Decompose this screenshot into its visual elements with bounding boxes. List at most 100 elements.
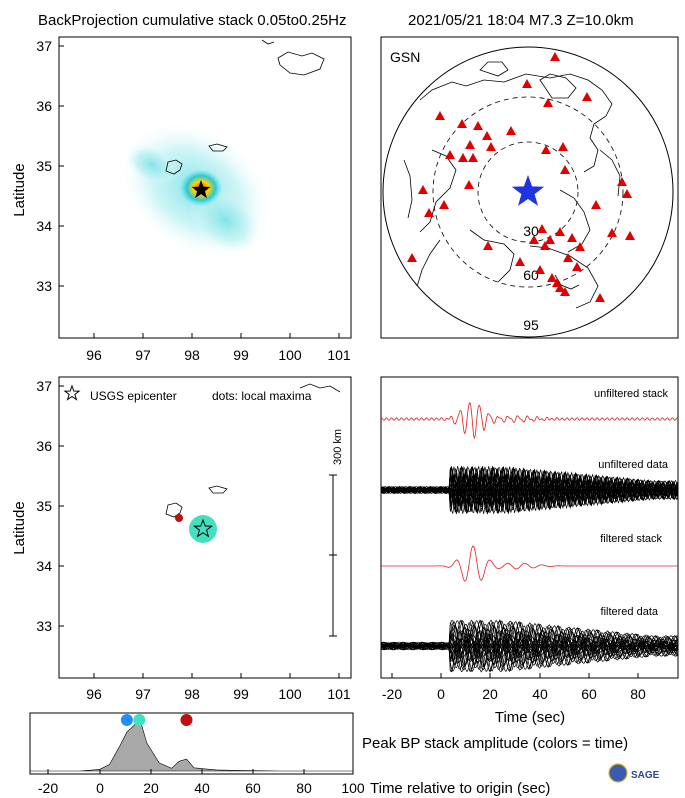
station-triangle-icon [547, 273, 557, 282]
local-maxima-map: USGS epicenter dots: local maxima 300 km… [11, 376, 352, 702]
trace-line [381, 633, 678, 659]
station-triangle-icon [582, 92, 592, 101]
station-triangle-icon [506, 126, 516, 135]
distance-rings [432, 96, 624, 288]
station-triangle-icon [483, 241, 493, 250]
station-triangle-icon [575, 242, 585, 251]
trace-line [381, 621, 678, 671]
lat-tick: 33 [36, 618, 52, 634]
time-dots [120, 714, 193, 726]
amp-tick: 100 [341, 780, 365, 796]
station-triangle-icon [457, 119, 467, 128]
trace-label-unfiltered-stack: unfiltered stack [594, 388, 668, 400]
amp-tick: 0 [96, 780, 104, 796]
lon-tick: 97 [135, 686, 151, 702]
trace-line [381, 467, 678, 513]
waveform-panel: unfiltered stack unfiltered data filtere… [380, 376, 679, 726]
lat-ticks-top: 37 36 35 34 33 [36, 38, 64, 294]
station-triangle-icon [617, 177, 627, 186]
station-triangle-icon [572, 262, 582, 271]
station-triangle-icon [515, 257, 525, 266]
cumulative-stack-map: 37 36 35 34 33 96 97 98 99 100 101 Latit… [11, 36, 352, 363]
station-triangle-icon [555, 227, 565, 236]
x-axis-label: Time (sec) [495, 709, 565, 726]
station-triangle-icon [622, 189, 632, 198]
station-triangle-icon [567, 233, 577, 242]
station-triangle-icon [535, 265, 545, 274]
time-tick: 60 [581, 686, 597, 702]
lon-tick: 98 [184, 686, 200, 702]
trace-label-filtered-stack: filtered stack [600, 533, 662, 545]
station-triangle-icon [407, 253, 417, 262]
station-triangle-icon [439, 200, 449, 209]
station-triangle-icon [545, 235, 555, 244]
y-axis-label: Latitude [11, 501, 28, 554]
trace-line [381, 640, 678, 652]
lat-tick: 36 [36, 438, 52, 454]
lat-tick: 37 [36, 378, 52, 394]
time-tick: 80 [630, 686, 646, 702]
lon-tick: 98 [184, 347, 200, 363]
scale-bar [329, 474, 337, 637]
lat-tick: 34 [36, 558, 52, 574]
time-ticks: -20 0 20 40 60 80 [382, 673, 646, 702]
lake-outline-2 [208, 485, 228, 494]
ring-label-95: 95 [523, 317, 539, 333]
trace-label-filtered-data: filtered data [601, 606, 659, 618]
amp-tick: -20 [38, 780, 58, 796]
station-triangle-icon [468, 153, 478, 162]
station-triangle-icon [625, 231, 635, 240]
station-markers [407, 52, 635, 302]
y-axis-label: Latitude [11, 163, 28, 216]
heat-halo-upper [126, 144, 178, 186]
station-triangle-icon [558, 142, 568, 151]
event-info: 2021/05/21 18:04 M7.3 Z=10.0km [408, 12, 634, 29]
lon-tick: 96 [86, 347, 102, 363]
station-triangle-icon [464, 180, 474, 189]
epicenter-star-icon [193, 518, 213, 538]
coast-outline [299, 383, 341, 393]
time-tick: 0 [437, 686, 445, 702]
legend-star-icon [63, 384, 81, 401]
amplitude-panel: -20 0 20 40 60 80 100 Peak BP stack ampl… [29, 712, 628, 797]
coast-outline-2 [261, 39, 275, 45]
lon-tick: 97 [135, 347, 151, 363]
trace-line [381, 631, 678, 662]
continent-outlines [403, 61, 621, 309]
lake-outline-2 [208, 143, 228, 152]
local-max-dot-cyan [189, 515, 217, 543]
time-dot [133, 714, 146, 726]
station-triangle-icon [458, 153, 468, 162]
scale-label: 300 km [332, 429, 344, 465]
lon-tick: 100 [278, 347, 302, 363]
coast-outline [277, 51, 325, 76]
station-triangle-icon [560, 287, 570, 296]
trace-line [381, 620, 678, 672]
time-dot [120, 714, 133, 726]
lake-outline [165, 502, 183, 518]
amp-tick: 40 [194, 780, 210, 796]
station-triangle-icon [541, 145, 551, 154]
station-triangle-icon [550, 52, 560, 61]
lon-ticks-bottom: 96 97 98 99 100 101 [86, 673, 351, 702]
time-tick: -20 [382, 686, 402, 702]
station-triangle-icon [473, 121, 483, 130]
station-triangle-icon [563, 253, 573, 262]
station-triangle-icon [435, 111, 445, 120]
station-triangle-icon [595, 293, 605, 302]
amp-ticks: -20 0 20 40 60 80 100 [38, 769, 365, 796]
lat-ticks-bottom: 37 36 35 34 33 [36, 378, 64, 634]
amp-tick: 20 [143, 780, 159, 796]
epicenter-star-icon [191, 180, 211, 199]
lon-tick: 99 [233, 686, 249, 702]
station-triangle-icon [607, 228, 617, 237]
trace-label-unfiltered-data: unfiltered data [598, 459, 669, 471]
amplitude-area [30, 716, 353, 772]
legend-epicenter: USGS epicenter [90, 389, 177, 403]
station-triangle-icon [522, 79, 532, 88]
lake-outline [165, 159, 183, 175]
station-triangle-icon [560, 165, 570, 174]
lon-tick: 100 [278, 686, 302, 702]
lon-tick: 96 [86, 686, 102, 702]
lat-tick: 37 [36, 38, 52, 54]
